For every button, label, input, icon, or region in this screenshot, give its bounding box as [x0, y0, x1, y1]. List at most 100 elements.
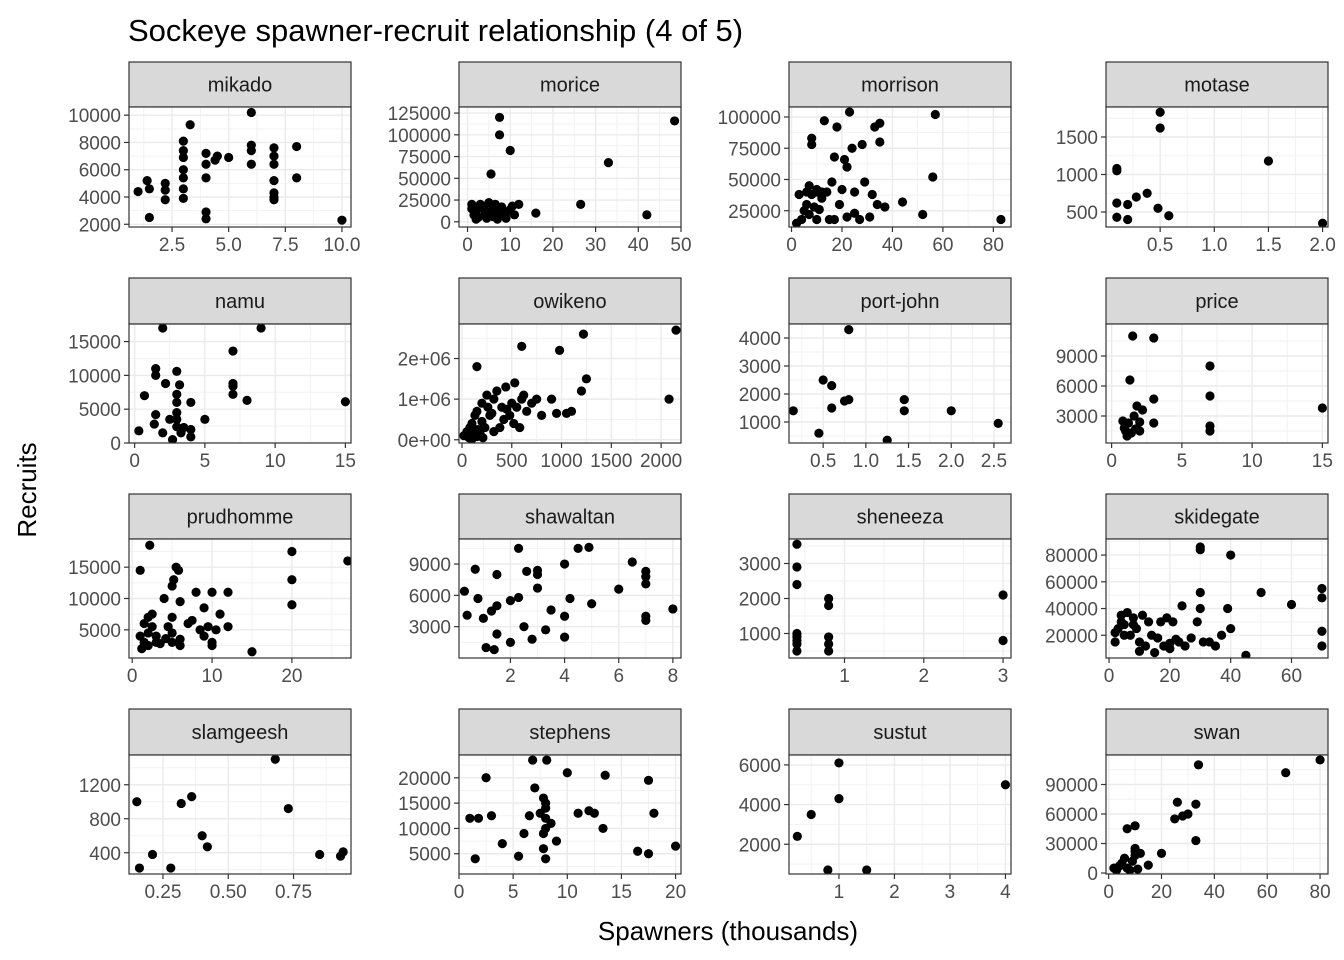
data-point	[201, 207, 211, 217]
data-point	[1128, 331, 1138, 341]
data-point	[633, 846, 643, 856]
data-point	[589, 808, 599, 818]
y-tick-label: 25000	[728, 202, 781, 223]
x-tick-label: 60	[932, 235, 953, 256]
facet-prudhomme: prudhomme 0 10 20 5000 10000 15000	[68, 493, 352, 687]
x-tick-label: 0.25	[144, 882, 181, 903]
panel-plot-area	[1106, 539, 1328, 658]
x-tick-label: 0	[462, 235, 473, 256]
data-point	[524, 811, 534, 821]
data-point	[160, 185, 170, 195]
data-point	[147, 609, 157, 619]
data-point	[256, 324, 266, 333]
y-tick-label: 15000	[398, 794, 451, 815]
facet-strip	[458, 493, 682, 540]
data-point	[486, 811, 497, 821]
data-point	[918, 209, 928, 220]
data-point	[201, 159, 211, 169]
y-tick-label: 4000	[739, 329, 781, 350]
data-point	[1125, 375, 1135, 385]
data-point	[860, 177, 870, 187]
data-point	[812, 214, 822, 225]
data-point	[147, 622, 157, 632]
data-point	[292, 173, 302, 183]
data-point	[160, 178, 170, 188]
facet-strip	[788, 708, 1012, 756]
panel-border	[458, 323, 682, 444]
facet-strip	[458, 277, 682, 325]
panel-background	[129, 107, 351, 227]
data-point	[242, 395, 252, 406]
y-tick-label: 80000	[1045, 546, 1098, 567]
y-tick-label: 3000	[739, 555, 781, 576]
data-point	[167, 612, 177, 622]
data-point	[197, 831, 207, 841]
y-tick-label: 0	[1087, 864, 1098, 885]
data-point	[489, 394, 499, 404]
data-point	[200, 414, 210, 424]
data-point	[1317, 403, 1327, 413]
data-point	[998, 635, 1008, 646]
data-point	[641, 566, 651, 576]
data-point	[223, 587, 233, 597]
facet-motase: motase 0.5 1.0 1.5 2.0 500 1000 1500	[1056, 61, 1336, 256]
data-point	[486, 169, 496, 179]
data-point	[1183, 809, 1193, 819]
data-point	[514, 199, 524, 209]
data-point	[827, 177, 837, 187]
data-point	[470, 564, 480, 574]
data-point	[794, 189, 804, 200]
data-point	[513, 543, 524, 553]
y-tick-label: 60000	[1045, 573, 1098, 594]
data-point	[467, 418, 477, 429]
data-point	[1195, 603, 1205, 614]
data-point	[270, 755, 280, 764]
data-point	[1195, 542, 1205, 552]
data-point	[1143, 860, 1153, 870]
data-point	[1195, 587, 1205, 598]
panel-border	[128, 754, 352, 875]
data-point	[819, 116, 829, 126]
data-point	[1128, 613, 1138, 623]
data-point	[598, 823, 608, 834]
y-tick-label: 0	[440, 213, 451, 234]
x-tick-label: 3	[945, 882, 956, 903]
data-point	[185, 120, 195, 130]
facet-sheneeza: sheneeza 1 2 3 1000 2000 3000	[739, 493, 1012, 687]
data-point	[212, 151, 222, 161]
x-tick-label: 10	[201, 666, 222, 687]
panel-plot-area	[1106, 324, 1328, 443]
x-tick-label: 20	[1159, 666, 1180, 687]
y-tick-label: 6000	[1056, 377, 1098, 398]
data-point	[1256, 587, 1266, 598]
data-point	[875, 137, 885, 147]
data-point	[670, 841, 681, 851]
data-point	[1286, 599, 1297, 610]
data-point	[515, 422, 525, 433]
data-point	[337, 215, 347, 225]
data-point	[806, 809, 816, 820]
panel-border	[458, 538, 682, 659]
data-point	[532, 569, 543, 580]
data-point	[228, 378, 238, 389]
y-tick-label: 1000	[739, 625, 781, 646]
data-point	[178, 184, 188, 194]
data-point	[1263, 156, 1274, 166]
facet-label: sustut	[873, 722, 927, 744]
x-tick-label: 10	[557, 882, 578, 903]
data-point	[1123, 418, 1134, 428]
data-point	[832, 122, 842, 132]
data-point	[173, 565, 184, 575]
data-point	[671, 325, 681, 335]
data-point	[172, 366, 182, 376]
data-point	[1137, 610, 1148, 620]
y-tick-label: 4000	[79, 188, 121, 209]
data-point	[160, 378, 171, 389]
data-point	[537, 410, 547, 420]
facet-mikado: mikado 2.5 5.0 7.5 10.0 2000 4000 6000 8000 10000	[68, 61, 360, 256]
data-point	[512, 402, 522, 412]
data-point	[179, 422, 189, 433]
data-point	[1155, 123, 1165, 133]
data-point	[1125, 630, 1135, 640]
data-point	[1191, 799, 1201, 809]
